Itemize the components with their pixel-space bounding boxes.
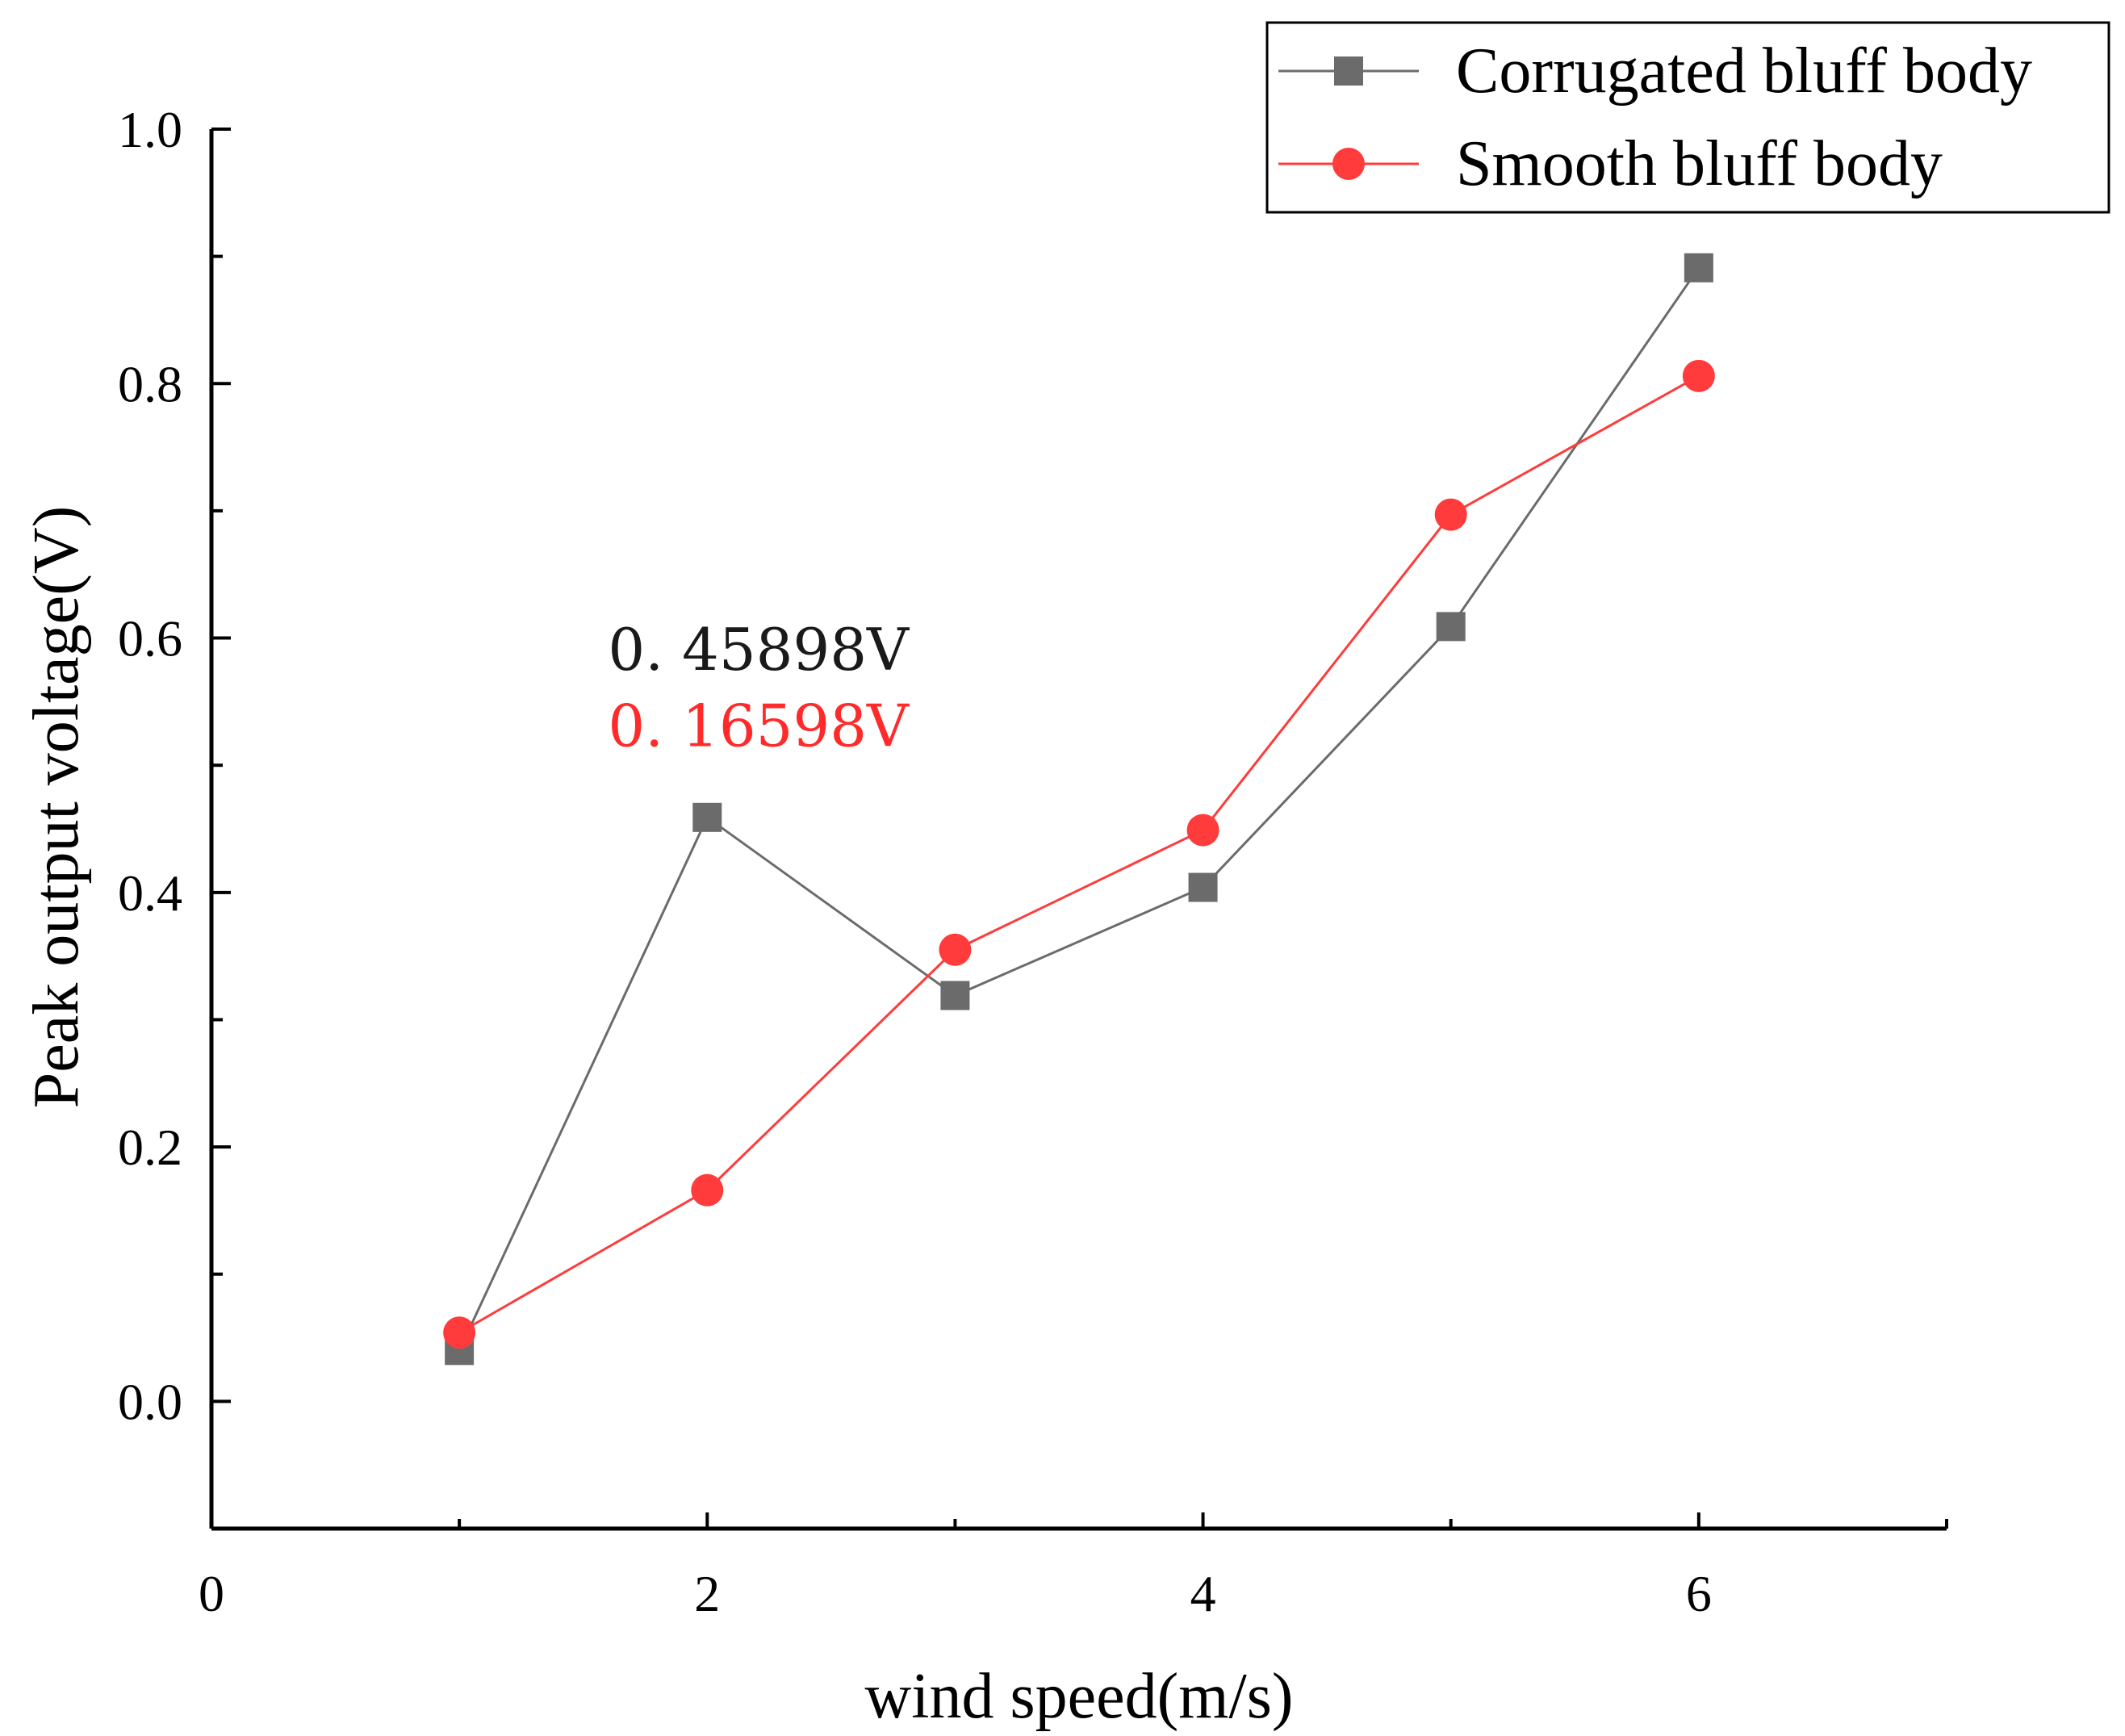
smooth-series-line — [458, 374, 1700, 1334]
smooth-point — [939, 933, 972, 966]
annotations: 0. 45898V 0. 16598V — [608, 616, 910, 760]
corrugated-point — [1188, 872, 1218, 902]
x-tick-label: 0 — [199, 1565, 224, 1622]
y-tick-label: 1.0 — [118, 101, 182, 158]
x-tick-label: 2 — [694, 1565, 720, 1622]
smooth-point — [1434, 498, 1467, 531]
legend-smooth-label: Smooth bluff body — [1456, 128, 1943, 199]
x-tick-label: 4 — [1190, 1565, 1216, 1622]
corrugated-series-line — [458, 266, 1700, 1351]
legend-corrugated-marker — [1334, 56, 1363, 86]
legend: Corrugated bluff body Smooth bluff body — [1265, 21, 2110, 214]
y-tick-label: 0.8 — [118, 355, 182, 412]
smooth-point — [691, 1173, 724, 1207]
y-tick-label: 0.6 — [118, 610, 182, 667]
y-tick-label: 0.4 — [118, 864, 182, 922]
corrugated-point — [692, 802, 722, 832]
smooth-point — [1682, 359, 1715, 392]
corrugated-point — [1436, 612, 1466, 642]
y-tick-label: 0.0 — [118, 1373, 182, 1430]
smooth-point — [1186, 814, 1219, 847]
ticks: 0 2 4 6 0.0 0.2 0.4 0.6 0.8 1.0 — [118, 101, 1948, 1622]
x-axis-title: wind speed(m/s) — [864, 1661, 1293, 1732]
y-tick-label: 0.2 — [118, 1119, 182, 1176]
legend-corrugated-label: Corrugated bluff body — [1456, 36, 2032, 107]
plot-area — [443, 253, 1715, 1366]
x-tick-label: 6 — [1686, 1565, 1712, 1622]
smooth-point — [443, 1316, 476, 1349]
legend-smooth-marker — [1332, 148, 1365, 180]
legend-box — [1265, 21, 2110, 214]
y-axis-title: Peak output voltage(V) — [21, 506, 92, 1108]
corrugated-point — [1684, 253, 1713, 282]
axes — [209, 129, 1947, 1531]
value-annotation: 0. 45898V — [608, 616, 910, 684]
corrugated-point — [940, 981, 970, 1010]
value-annotation: 0. 16598V — [608, 692, 910, 760]
